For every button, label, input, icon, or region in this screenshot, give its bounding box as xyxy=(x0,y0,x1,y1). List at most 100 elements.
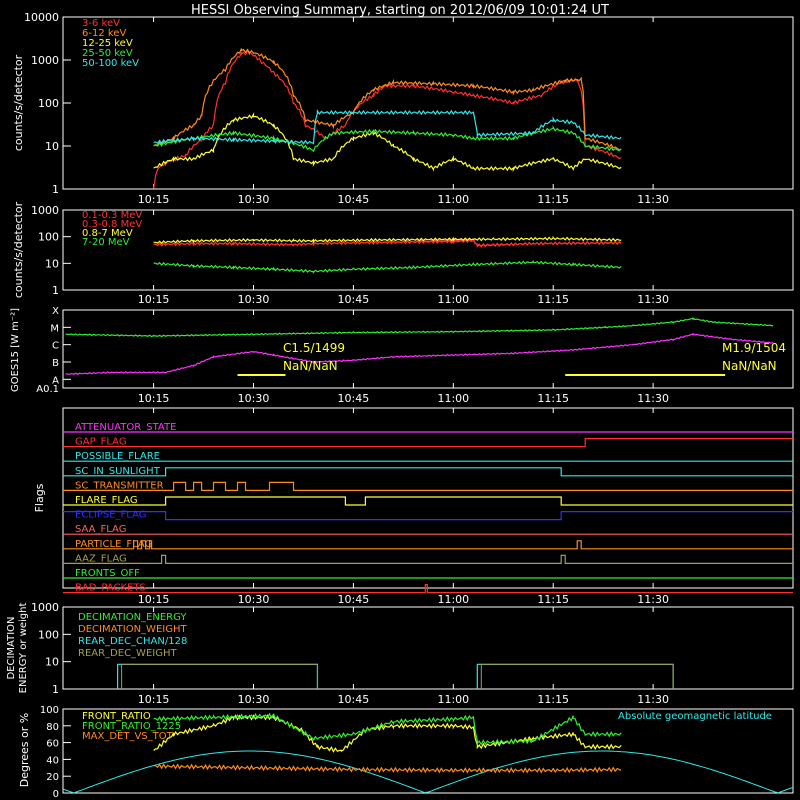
legend-entry: DECIMATION_WEIGHT xyxy=(78,624,187,635)
legend-entry: 7-20 MeV xyxy=(82,237,130,248)
x-tick-label: 10:30 xyxy=(238,392,270,405)
y-tick-label: C xyxy=(52,341,59,352)
y-axis-label: Degrees or % xyxy=(18,713,31,787)
flare-annotations: C1.5/1499 NaN/NaN M1.9/1504 NaN/NaN xyxy=(237,341,786,376)
y-axis-label: DECIMATION xyxy=(6,616,17,679)
flag-label: FLARE_FLAG xyxy=(75,495,138,506)
series-line xyxy=(153,125,622,152)
flag-label: ATTENUATOR_STATE xyxy=(75,422,176,433)
y-axis-ticks: 1 10 100 1000 xyxy=(31,601,71,696)
panel-frame xyxy=(62,309,794,389)
x-tick-label: 10:45 xyxy=(338,593,370,606)
x-tick-label: 10:45 xyxy=(338,293,370,306)
panel-ratios: 0 20 40 60 80 100 FRONT_RATIOFRONT_RATIO_1225… xyxy=(18,705,794,800)
x-tick-label: 11:00 xyxy=(437,193,469,206)
y-axis-ticks: 1 10 100 1000 xyxy=(31,204,71,297)
legend: FRONT_RATIOFRONT_RATIO_1225MAX_DET_VS_TO… xyxy=(82,711,181,742)
x-tick-label: 10:45 xyxy=(338,193,370,206)
panel-flags: 10:15 10:30 10:45 11:00 11:15 11:30 ATTENUATO… xyxy=(33,407,794,606)
panel-decimation: 1 10 100 1000 10:15 10:30 10:45 11:00 11:15 11:3… xyxy=(6,601,794,706)
flag-label: FRONTS_OFF xyxy=(75,568,140,579)
flag-line xyxy=(63,481,793,491)
series-lines xyxy=(117,663,674,689)
y-tick-label: 10 xyxy=(45,656,59,669)
series-line xyxy=(153,238,622,248)
series-line xyxy=(153,260,622,275)
y-axis-label: GOES15 [W m⁻²] xyxy=(10,308,21,392)
series-line xyxy=(153,235,622,245)
series-line xyxy=(153,48,622,151)
figure-title: HESSI Observing Summary, starting on 201… xyxy=(191,3,609,18)
panel-spectra-low-energy: 1 10 100 1000 10000 10:15 10:30 10:45 11:00 11:1… xyxy=(12,11,794,206)
y-tick-label: B xyxy=(52,358,59,369)
x-tick-label: 11:15 xyxy=(537,193,569,206)
y-axis-label-2: ENERGY or weight xyxy=(18,603,29,694)
x-tick-label: 10:30 xyxy=(238,693,270,706)
y-tick-label: X xyxy=(52,306,59,317)
flag-label: PARTICLE_FLAG xyxy=(75,539,152,550)
x-tick-label: 11:00 xyxy=(437,593,469,606)
y-tick-label: 1 xyxy=(52,183,59,196)
flag-label: POSSIBLE_FLARE xyxy=(75,451,160,462)
panel-spectra-high-energy: 1 10 100 1000 10:15 10:30 10:45 11:00 11:15 11:3… xyxy=(12,201,794,306)
x-tick-label: 10:30 xyxy=(238,193,270,206)
flag-line xyxy=(63,467,793,477)
flag-line xyxy=(63,496,793,506)
panel-frame xyxy=(62,606,794,690)
geomagnetic-latitude-label: Absolute geomagnetic latitude xyxy=(618,711,772,722)
x-tick-label: 11:00 xyxy=(437,693,469,706)
flag-line xyxy=(63,511,793,521)
x-axis-ticks: 10:15 10:30 10:45 11:00 11:15 11:30 xyxy=(138,607,669,706)
series-lines xyxy=(62,712,794,794)
x-tick-label: 11:30 xyxy=(637,193,669,206)
legend: DECIMATION_ENERGYDECIMATION_WEIGHTREAR_D… xyxy=(78,612,187,659)
geomagnetic-latitude-line xyxy=(62,750,794,794)
y-tick-label: A0.1 xyxy=(36,384,59,395)
y-axis-label: counts/s/detector xyxy=(12,54,25,151)
flag-label: BAD_PACKETS xyxy=(75,583,146,594)
legend-entry: REAR_DEC_WEIGHT xyxy=(78,648,177,659)
x-tick-label: 10:15 xyxy=(138,693,170,706)
x-tick-label: 11:30 xyxy=(637,693,669,706)
series-lines xyxy=(153,235,622,275)
flare-sub-label: NaN/NaN xyxy=(722,359,777,373)
flag-line xyxy=(63,438,793,448)
ratio-line xyxy=(153,714,622,753)
flare-label: M1.9/1504 xyxy=(722,341,786,355)
y-tick-label: 100 xyxy=(38,231,59,244)
flag-label: SC_IN_SUNLIGHT xyxy=(75,466,161,477)
panel-frame xyxy=(62,209,794,291)
legend-entry: MAX_DET_VS_TOT xyxy=(82,731,174,742)
y-tick-label: 10000 xyxy=(24,11,59,24)
y-tick-label: A xyxy=(52,375,59,386)
y-axis-label: Flags xyxy=(33,483,46,512)
y-axis-ticks: 0 20 40 60 80 100 xyxy=(40,705,71,800)
legend-entry: REAR_DEC_CHAN/128 xyxy=(78,636,187,647)
panel-frame xyxy=(62,407,794,589)
x-tick-label: 11:15 xyxy=(537,293,569,306)
flare-label: C1.5/1499 xyxy=(283,341,345,355)
y-tick-label: 80 xyxy=(46,722,59,733)
panel-frame xyxy=(62,708,794,794)
legend-entry: 25-50 keV xyxy=(82,48,133,59)
legend-entry: 0.1-0.3 MeV xyxy=(82,210,142,221)
y-tick-label: 100 xyxy=(38,97,59,110)
x-tick-label: 10:45 xyxy=(338,392,370,405)
y-tick-label: 100 xyxy=(38,628,59,641)
flag-label: AAZ_FLAG xyxy=(75,553,127,564)
x-tick-label: 10:15 xyxy=(138,392,170,405)
flag-label: SC_TRANSMITTER xyxy=(75,480,164,491)
y-tick-label: 1 xyxy=(52,284,59,297)
x-tick-label: 10:15 xyxy=(138,293,170,306)
flag-line xyxy=(63,540,793,550)
series-lines xyxy=(153,48,622,189)
y-tick-label: 1000 xyxy=(31,54,59,67)
flag-line xyxy=(63,554,793,564)
flag-line xyxy=(63,584,793,594)
y-tick-label: 1 xyxy=(52,683,59,696)
x-tick-label: 10:30 xyxy=(238,593,270,606)
x-tick-label: 11:00 xyxy=(437,392,469,405)
